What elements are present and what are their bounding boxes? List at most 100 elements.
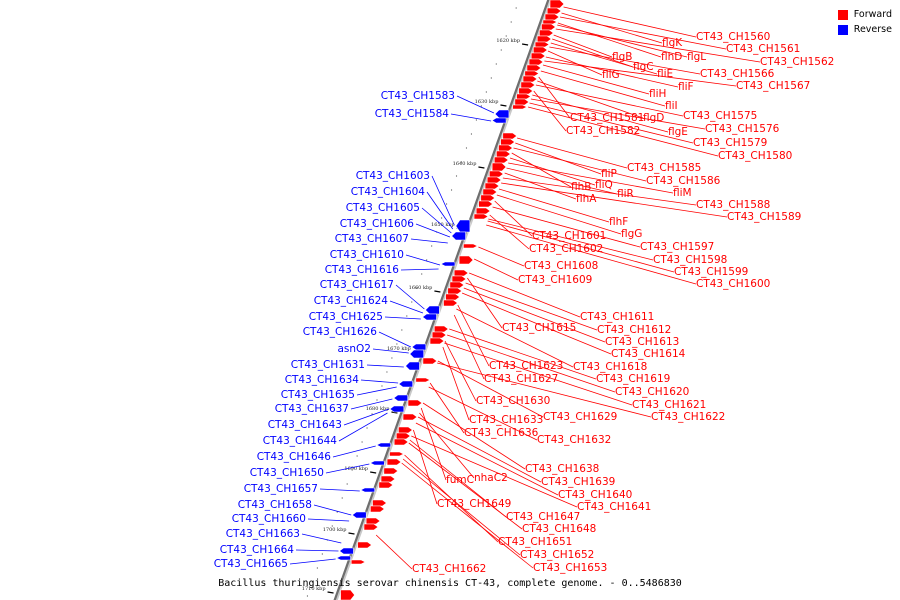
forward-gene-label: CT43_CH1589 (727, 211, 801, 223)
reverse-gene-label: CT43_CH1637 (275, 403, 349, 415)
forward-gene-label: flhA (576, 193, 597, 205)
forward-connector (506, 167, 618, 195)
forward-connector (413, 429, 438, 505)
forward-feature (533, 46, 548, 54)
reverse-connector (405, 254, 441, 266)
forward-connector (444, 340, 477, 402)
reverse-gene-label: asnO2 (337, 343, 371, 355)
forward-feature (512, 104, 528, 110)
forward-connector (504, 172, 577, 200)
forward-connector (428, 386, 538, 441)
reverse-connector (415, 223, 451, 238)
reverse-connector (360, 379, 399, 384)
reverse-gene-label: CT43_CH1646 (257, 451, 332, 463)
tick-label: 1700 kbp (323, 527, 347, 533)
forward-feature (500, 138, 516, 146)
forward-feature (393, 438, 409, 446)
reverse-feature (422, 313, 437, 321)
forward-gene-label: CT43_CH1653 (533, 562, 607, 574)
forward-feature (539, 29, 554, 37)
reverse-connector (456, 95, 495, 114)
forward-gene-label: CT43_CH1623 (489, 360, 563, 372)
forward-gene-label: CT43_CH1600 (696, 278, 770, 290)
forward-feature (486, 176, 502, 184)
forward-connector (409, 439, 507, 518)
forward-connector (467, 277, 503, 329)
forward-feature (549, 0, 565, 9)
reverse-gene-label: CT43_CH1635 (281, 389, 355, 401)
reverse-feature (360, 487, 376, 493)
reverse-connector (400, 268, 439, 271)
forward-gene-label: CT43_CH1575 (683, 110, 757, 122)
forward-connector (415, 422, 559, 496)
forward-connector (402, 458, 521, 556)
tick-label: 1630 kbp (475, 99, 499, 105)
forward-connector (535, 84, 684, 117)
forward-feature (524, 70, 540, 77)
forward-connector (401, 462, 534, 569)
reverse-connector (319, 488, 360, 492)
forward-feature (357, 541, 373, 549)
reverse-gene-label: CT43_CH1657 (244, 483, 318, 495)
forward-feature (433, 325, 449, 333)
backbone-dot (406, 315, 408, 317)
forward-gene-label: flhD (661, 51, 682, 63)
forward-feature (478, 200, 494, 208)
forward-gene-label: CT43_CH1586 (646, 175, 721, 187)
reverse-gene-label: CT43_CH1617 (320, 279, 394, 291)
forward-gene-label: flgC (633, 61, 654, 73)
forward-gene-label: fliH (649, 88, 666, 100)
forward-gene-label: fliG (602, 69, 620, 81)
forward-connector (411, 435, 578, 508)
backbone-dot (515, 7, 517, 9)
forward-gene-label: CT43_CH1566 (700, 68, 775, 80)
forward-feature (451, 275, 467, 283)
reverse-connector (332, 445, 376, 458)
forward-connector (429, 382, 465, 434)
backbone-dot (445, 203, 448, 205)
backbone-dot (426, 259, 428, 261)
forward-gene-label: fliR (617, 188, 634, 200)
forward-gene-label: CT43_CH1647 (506, 511, 580, 523)
reverse-connector (421, 207, 452, 234)
backbone-dot (500, 49, 502, 51)
forward-gene-label: CT43_CH1612 (597, 324, 671, 336)
forward-gene-label: CT43_CH1638 (525, 463, 599, 475)
forward-feature (463, 243, 479, 249)
forward-gene-label: CT43_CH1641 (577, 501, 651, 513)
reverse-gene-label: CT43_CH1584 (375, 108, 450, 120)
legend: Forward Reverse (837, 9, 892, 39)
backbone-dot (331, 525, 333, 527)
backbone-dot (495, 63, 497, 65)
reverse-connector (343, 408, 390, 426)
legend-forward-label: Forward (853, 9, 892, 20)
forward-connector (494, 200, 533, 237)
forward-gene-label: CT43_CH1580 (718, 150, 792, 162)
forward-feature (429, 337, 445, 345)
forward-connector (375, 534, 413, 570)
reverse-swatch (837, 24, 848, 35)
forward-connector (547, 50, 603, 76)
backbone-dot (510, 21, 512, 23)
tick-mark (391, 411, 398, 414)
forward-gene-label: CT43_CH1561 (726, 43, 800, 55)
forward-gene-label: CT43_CH1614 (611, 348, 686, 360)
tick-label: 1640 kbp (453, 161, 477, 167)
forward-connector (544, 60, 737, 87)
reverse-gene-label: CT43_CH1626 (303, 326, 378, 338)
forward-gene-label: CT43_CH1648 (522, 523, 596, 535)
reverse-connector (450, 113, 492, 122)
backbone-dot (376, 399, 378, 401)
backbone-dot (411, 301, 413, 303)
reverse-gene-label: CT43_CH1634 (285, 374, 360, 386)
reverse-connector (384, 316, 421, 320)
forward-connector (442, 346, 470, 421)
forward-connector (538, 76, 571, 119)
forward-feature (546, 7, 562, 15)
forward-feature (449, 281, 465, 289)
tick-label: 1650 kbp (431, 222, 455, 228)
forward-gene-label: CT43_CH1602 (529, 243, 603, 255)
backbone-dot (321, 553, 323, 555)
tick-label: 1680 kbp (366, 406, 390, 412)
forward-connector (550, 42, 658, 75)
